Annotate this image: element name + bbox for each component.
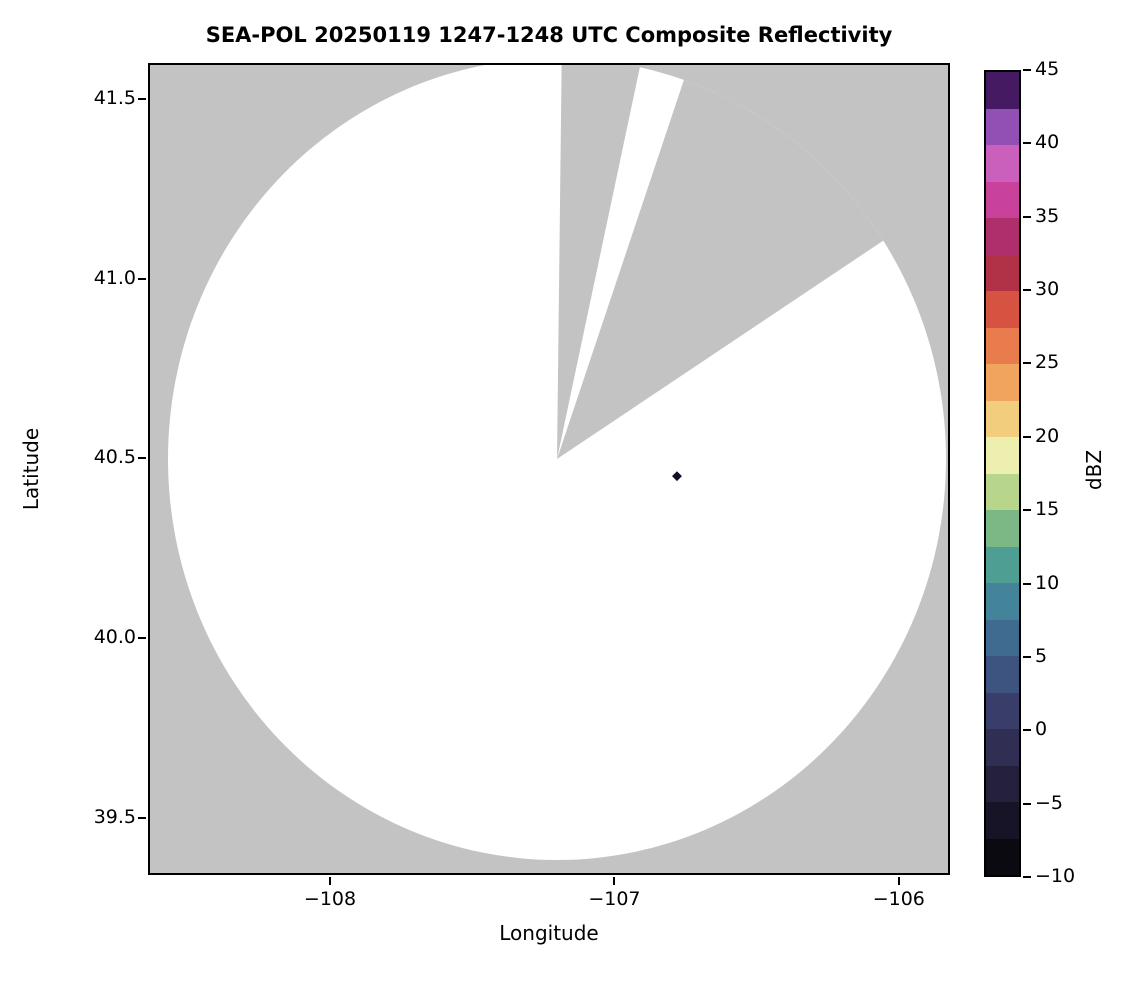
y-tick-mark — [138, 457, 146, 460]
colorbar-tick-mark — [1023, 435, 1031, 438]
colorbar-tick-mark — [1023, 876, 1031, 878]
x-tick-mark — [613, 877, 616, 885]
colorbar-segment — [986, 72, 1019, 109]
colorbar-segment — [986, 765, 1019, 802]
colorbar — [984, 70, 1021, 877]
colorbar-tick-label: 20 — [1035, 424, 1060, 447]
colorbar-segment — [986, 181, 1019, 218]
colorbar-tick-mark — [1023, 69, 1031, 71]
radar-plot-svg — [148, 58, 950, 875]
y-tick-mark — [138, 277, 146, 280]
colorbar-segment — [986, 656, 1019, 693]
colorbar-tick-mark — [1023, 729, 1031, 732]
colorbar-label: dBZ — [1082, 449, 1106, 491]
x-tick-label: −108 — [303, 888, 357, 910]
echo-dot — [672, 471, 682, 482]
colorbar-tick-label: 40 — [1035, 131, 1060, 154]
colorbar-segment — [986, 729, 1019, 766]
colorbar-tick-label: 5 — [1035, 644, 1048, 667]
plot-border — [148, 63, 950, 875]
plot-title: SEA-POL 20250119 1247-1248 UTC Composite… — [205, 23, 893, 47]
colorbar-segment — [986, 510, 1019, 547]
y-tick-label: 41.5 — [93, 86, 136, 109]
colorbar-segment — [986, 145, 1019, 182]
x-tick-label: −106 — [872, 888, 925, 910]
colorbar-tick-label: −10 — [1035, 865, 1076, 887]
colorbar-segment — [986, 218, 1019, 255]
colorbar-tick-label: 45 — [1035, 58, 1060, 80]
colorbar-segment — [986, 327, 1019, 364]
colorbar-tick-label: −5 — [1035, 791, 1064, 814]
colorbar-segment — [986, 400, 1019, 437]
colorbar-segment — [986, 619, 1019, 656]
colorbar-segment — [986, 802, 1019, 839]
colorbar-tick-label: 30 — [1035, 278, 1060, 301]
y-tick-mark — [138, 97, 146, 100]
colorbar-tick-label: 15 — [1035, 498, 1060, 521]
y-tick-mark — [138, 636, 146, 639]
colorbar-tick-label: 35 — [1035, 204, 1060, 227]
colorbar-segment — [986, 692, 1019, 729]
x-axis-label: Longitude — [499, 921, 599, 945]
colorbar-segment — [986, 437, 1019, 474]
blocked-sector-north — [557, 58, 645, 459]
colorbar-tick-mark — [1023, 142, 1031, 145]
colorbar-segment — [986, 583, 1019, 620]
colorbar-tick-mark — [1023, 655, 1031, 658]
colorbar-segment — [986, 546, 1019, 583]
colorbar-tick-mark — [1023, 362, 1031, 365]
colorbar-segment — [986, 291, 1019, 328]
colorbar-segment — [986, 108, 1019, 145]
colorbar-tick-mark — [1023, 509, 1031, 512]
x-tick-label: −107 — [588, 888, 641, 910]
y-tick-label: 41.0 — [93, 266, 136, 289]
y-tick-mark — [138, 816, 146, 819]
colorbar-tick-mark — [1023, 582, 1031, 585]
colorbar-tick-label: 10 — [1035, 571, 1060, 594]
plot-area — [148, 58, 950, 875]
x-tick-mark — [329, 877, 331, 885]
x-tick-mark — [897, 877, 900, 885]
colorbar-segment — [986, 838, 1019, 875]
colorbar-tick-label: 25 — [1035, 351, 1060, 374]
y-tick-label: 39.5 — [93, 805, 136, 828]
colorbar-tick-mark — [1023, 289, 1031, 292]
colorbar-segment — [986, 473, 1019, 510]
colorbar-tick-label: 0 — [1035, 718, 1048, 741]
colorbar-segment — [986, 364, 1019, 401]
colorbar-segment — [986, 254, 1019, 291]
y-tick-label: 40.0 — [93, 625, 136, 648]
y-tick-label: 40.5 — [93, 446, 136, 469]
colorbar-tick-mark — [1023, 802, 1031, 805]
colorbar-tick-mark — [1023, 215, 1031, 218]
